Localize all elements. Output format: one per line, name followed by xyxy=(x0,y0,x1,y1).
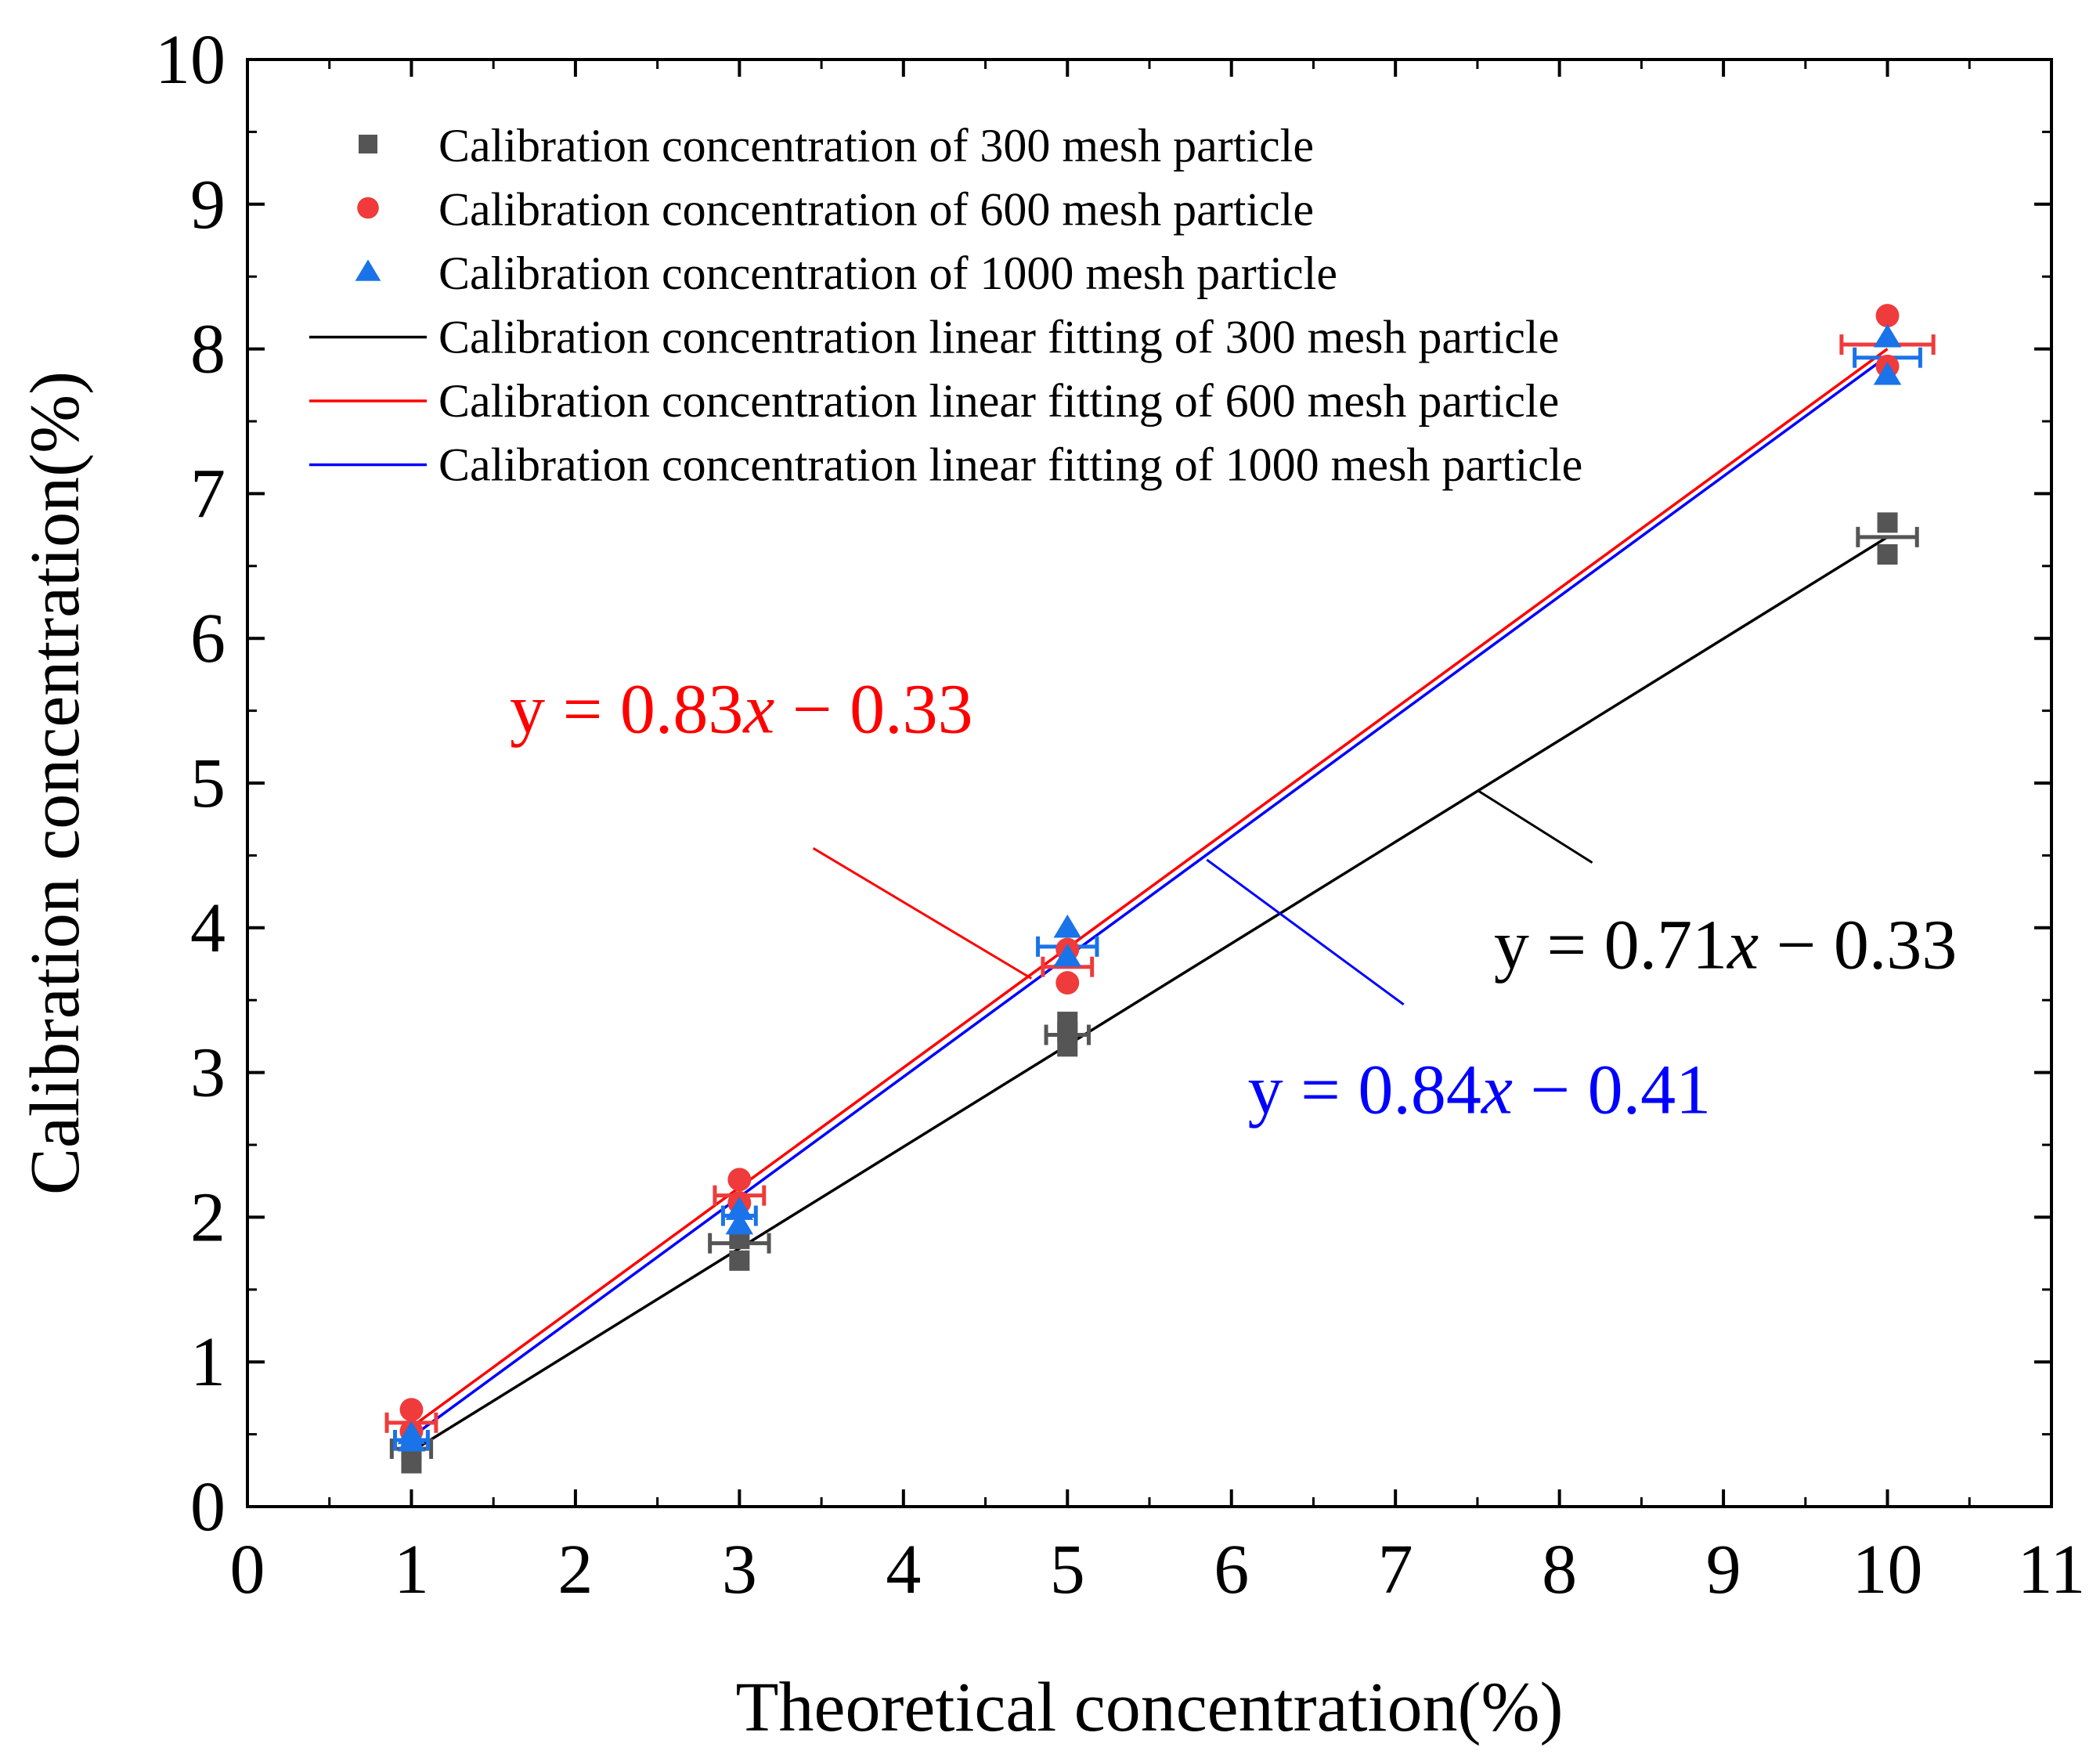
equation-eq600: y = 0.83x − 0.33 xyxy=(510,670,972,748)
triangle-marker xyxy=(355,259,381,281)
equation-variable: x xyxy=(741,670,774,748)
legend-label: Calibration concentration linear fitting… xyxy=(438,375,1559,427)
legend-label: Calibration concentration linear fitting… xyxy=(438,439,1582,491)
annotation-leader xyxy=(1477,789,1593,864)
y-tick-label: 6 xyxy=(190,600,226,677)
fit-line xyxy=(410,348,1889,1428)
circle-marker xyxy=(1875,304,1900,328)
x-axis-label: Theoretical concentration(%) xyxy=(736,1669,1564,1746)
x-tick-label: 1 xyxy=(394,1531,429,1608)
y-tick-label: 5 xyxy=(190,745,226,822)
y-tick-label: 7 xyxy=(190,455,226,532)
y-tick-label: 1 xyxy=(190,1323,226,1401)
legend-label: Calibration concentration of 1000 mesh p… xyxy=(438,247,1337,299)
axis-ticks: 0 1 2 3 4 5 6 7 8 9 10 11 0 1 2 3 4 5 6 7 8 9 10 xyxy=(155,21,2085,1608)
annotation-leader xyxy=(1206,858,1405,1005)
equation-coeff: y = 0.83 xyxy=(510,670,743,748)
triangle-marker xyxy=(1873,323,1902,348)
fit-lines xyxy=(410,348,1889,1453)
x-tick-label: 2 xyxy=(557,1531,593,1608)
equation-eq1000: y = 0.84x − 0.41 xyxy=(1248,1051,1711,1128)
square-marker xyxy=(359,135,377,153)
x-tick-label: 6 xyxy=(1214,1531,1249,1608)
legend-label: Calibration concentration linear fitting… xyxy=(438,312,1559,363)
triangle-marker xyxy=(725,1197,754,1220)
x-tick-label: 3 xyxy=(722,1531,757,1608)
equation-intercept: − 0.41 xyxy=(1513,1051,1711,1128)
annotation-leader xyxy=(812,847,1032,980)
error-bars xyxy=(384,334,1936,1460)
triangle-marker xyxy=(397,1420,426,1445)
legend-label: Calibration concentration of 600 mesh pa… xyxy=(438,184,1314,236)
x-tick-label: 5 xyxy=(1050,1531,1085,1608)
y-tick-label: 0 xyxy=(190,1468,226,1546)
x-tick-label: 11 xyxy=(2018,1531,2086,1608)
triangle-marker xyxy=(725,1211,754,1235)
circle-marker xyxy=(357,197,379,219)
circle-marker xyxy=(399,1398,424,1422)
y-tick-label: 2 xyxy=(190,1179,226,1256)
x-tick-label: 10 xyxy=(1853,1531,1923,1608)
equation-intercept: − 0.33 xyxy=(774,670,972,748)
square-marker xyxy=(729,1250,750,1271)
y-tick-label: 10 xyxy=(155,21,226,99)
x-tick-label: 7 xyxy=(1378,1531,1413,1608)
y-tick-label: 9 xyxy=(190,166,226,244)
x-tick-label: 8 xyxy=(1542,1531,1577,1608)
annotations: y = 0.83x − 0.33y = 0.71x − 0.33y = 0.84… xyxy=(510,670,1957,1128)
fit-line xyxy=(410,536,1889,1453)
y-axis-label: Calibration concentration(%) xyxy=(16,371,94,1195)
square-marker xyxy=(1057,1011,1078,1032)
square-marker xyxy=(1877,544,1898,565)
fit-line xyxy=(410,355,1889,1439)
x-tick-label: 0 xyxy=(230,1531,265,1608)
square-marker xyxy=(1877,512,1898,533)
y-tick-label: 8 xyxy=(190,311,226,388)
equation-coeff: y = 0.71 xyxy=(1494,907,1727,984)
equation-coeff: y = 0.84 xyxy=(1248,1051,1481,1128)
circle-marker xyxy=(1055,971,1080,995)
legend-label: Calibration concentration of 300 mesh pa… xyxy=(438,120,1314,171)
triangle-marker xyxy=(1053,914,1082,938)
equation-intercept: − 0.33 xyxy=(1759,907,1957,984)
equation-variable: x xyxy=(1480,1051,1513,1128)
triangle-marker xyxy=(1053,943,1082,967)
x-tick-label: 4 xyxy=(886,1531,921,1608)
legend: Calibration concentration of 300 mesh pa… xyxy=(309,120,1582,491)
data-points xyxy=(397,304,1902,1474)
y-tick-label: 3 xyxy=(190,1034,226,1112)
equation-eq300: y = 0.71x − 0.33 xyxy=(1494,907,1957,984)
circle-marker xyxy=(727,1168,752,1192)
y-tick-label: 4 xyxy=(190,890,226,967)
triangle-marker xyxy=(1873,361,1902,385)
x-tick-label: 9 xyxy=(1706,1531,1741,1608)
equation-variable: x xyxy=(1726,907,1759,984)
